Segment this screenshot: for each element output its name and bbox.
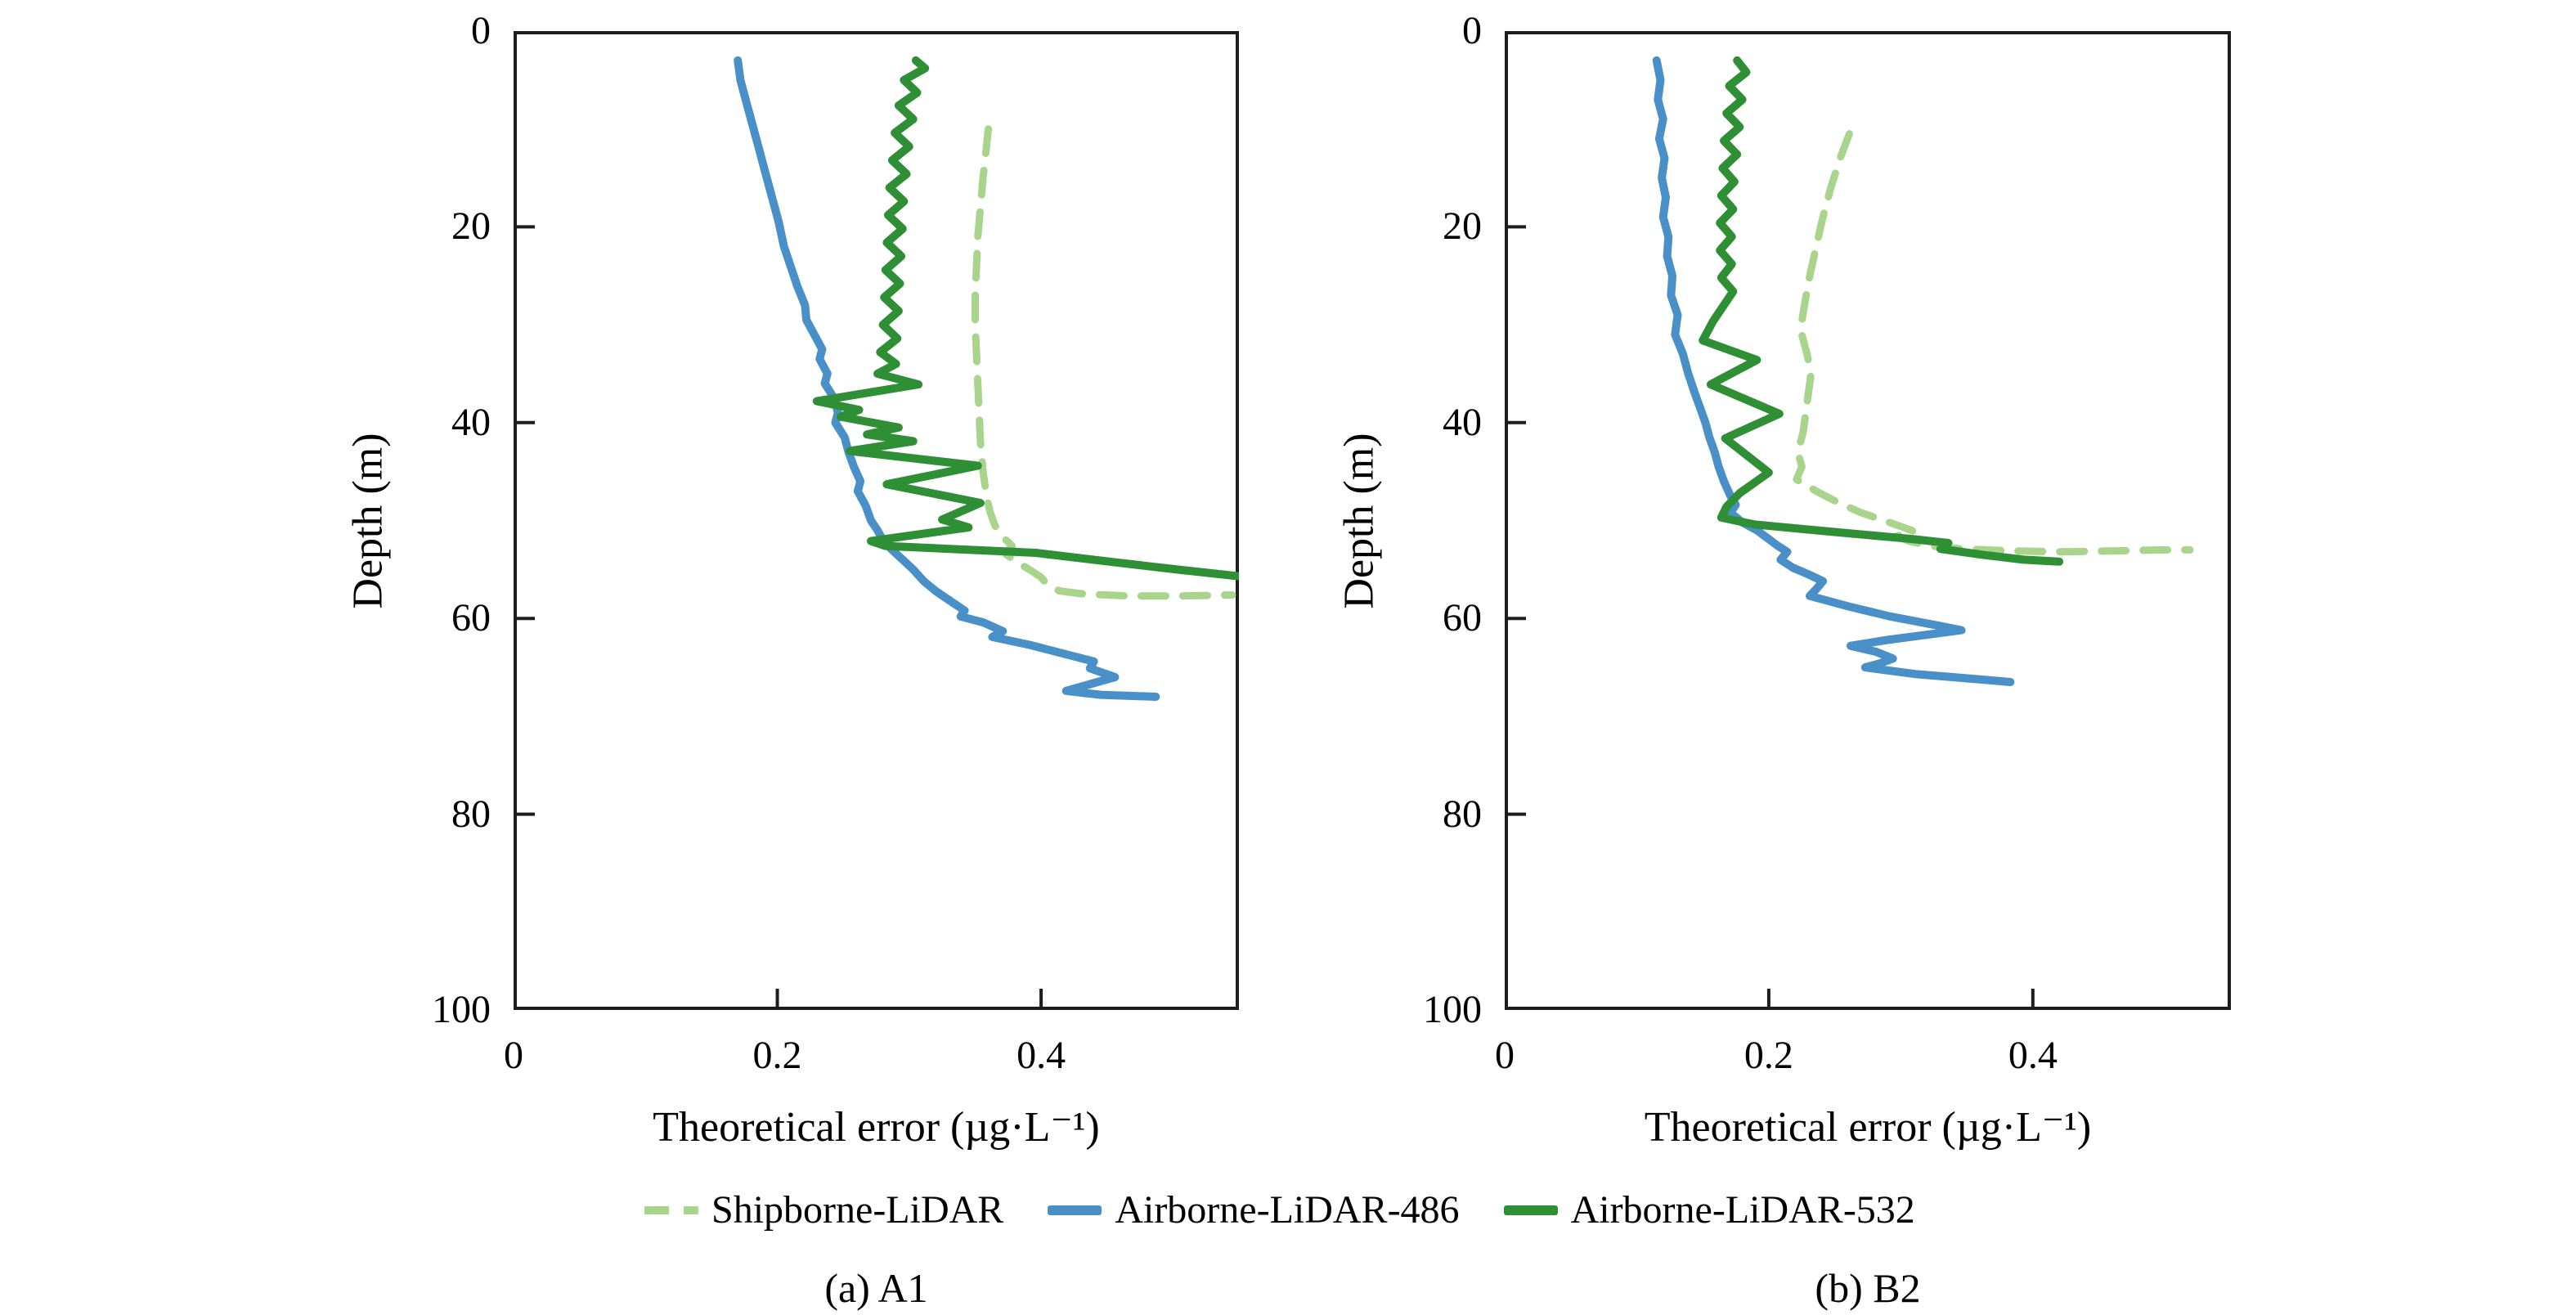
x-tick-label-0.2-b: 0.2 bbox=[1744, 1034, 1793, 1077]
x-tick-label-0.4-b: 0.4 bbox=[2008, 1034, 2058, 1077]
legend-item-shipborne-lidar: Shipborne-LiDAR bbox=[644, 1187, 1003, 1232]
y-tick-label-100-b: 100 bbox=[1423, 988, 1482, 1031]
airborne-lidar-486-line-swatch bbox=[1048, 1205, 1102, 1215]
curve-shipborne-lidar-b bbox=[1793, 130, 2194, 556]
legend-label: Airborne-LiDAR-532 bbox=[1570, 1188, 1915, 1232]
x-tick-label-0-a: 0 bbox=[504, 1034, 523, 1077]
curve-airborne-lidar-532-b bbox=[1699, 56, 2064, 566]
x-axis-label-a: Theoretical error (µg·L⁻¹) bbox=[653, 1104, 1100, 1151]
legend-label: Airborne-LiDAR-486 bbox=[1115, 1188, 1460, 1232]
y-tick-label-60-b: 60 bbox=[1443, 596, 1482, 640]
y-tick-label-40-a: 40 bbox=[451, 400, 491, 444]
y-tick-label-0-b: 0 bbox=[1462, 9, 1482, 52]
plot-area-a bbox=[514, 31, 1239, 1010]
y-axis-label-a: Depth (m) bbox=[344, 432, 392, 609]
caption-a: (a) A1 bbox=[824, 1265, 928, 1311]
legend-item-airborne-lidar-486: Airborne-LiDAR-486 bbox=[1048, 1187, 1460, 1232]
x-tick-label-0-b: 0 bbox=[1495, 1034, 1515, 1077]
plot-area-b bbox=[1505, 31, 2231, 1010]
y-tick-label-80-b: 80 bbox=[1443, 792, 1482, 836]
y-axis-label-b: Depth (m) bbox=[1335, 432, 1383, 609]
y-tick-label-0-a: 0 bbox=[471, 9, 491, 52]
y-tick-label-40-b: 40 bbox=[1443, 400, 1482, 444]
shipborne-lidar-dashed-line-swatch bbox=[644, 1205, 698, 1214]
legend: Shipborne-LiDAR Airborne-LiDAR-486 Airbo… bbox=[644, 1187, 1915, 1232]
curve-shipborne-lidar-a bbox=[972, 125, 1236, 600]
y-tick-label-20-a: 20 bbox=[451, 204, 491, 249]
x-tick-label-0.2-a: 0.2 bbox=[752, 1034, 802, 1077]
y-tick-label-80-a: 80 bbox=[451, 792, 491, 836]
legend-label: Shipborne-LiDAR bbox=[711, 1188, 1004, 1232]
y-tick-label-60-a: 60 bbox=[451, 596, 491, 640]
curve-airborne-lidar-532-a bbox=[812, 56, 1239, 581]
curve-airborne-lidar-486-a bbox=[734, 56, 1160, 701]
y-tick-label-20-b: 20 bbox=[1443, 204, 1482, 249]
y-tick-label-100-a: 100 bbox=[432, 988, 491, 1031]
airborne-lidar-532-line-swatch bbox=[1503, 1205, 1558, 1215]
x-tick-label-0.4-a: 0.4 bbox=[1016, 1034, 1066, 1077]
caption-b: (b) B2 bbox=[1815, 1265, 1921, 1311]
x-axis-label-b: Theoretical error (µg·L⁻¹) bbox=[1644, 1104, 2092, 1151]
legend-item-airborne-lidar-532: Airborne-LiDAR-532 bbox=[1503, 1187, 1915, 1232]
curve-airborne-lidar-486-b bbox=[1652, 56, 2015, 686]
